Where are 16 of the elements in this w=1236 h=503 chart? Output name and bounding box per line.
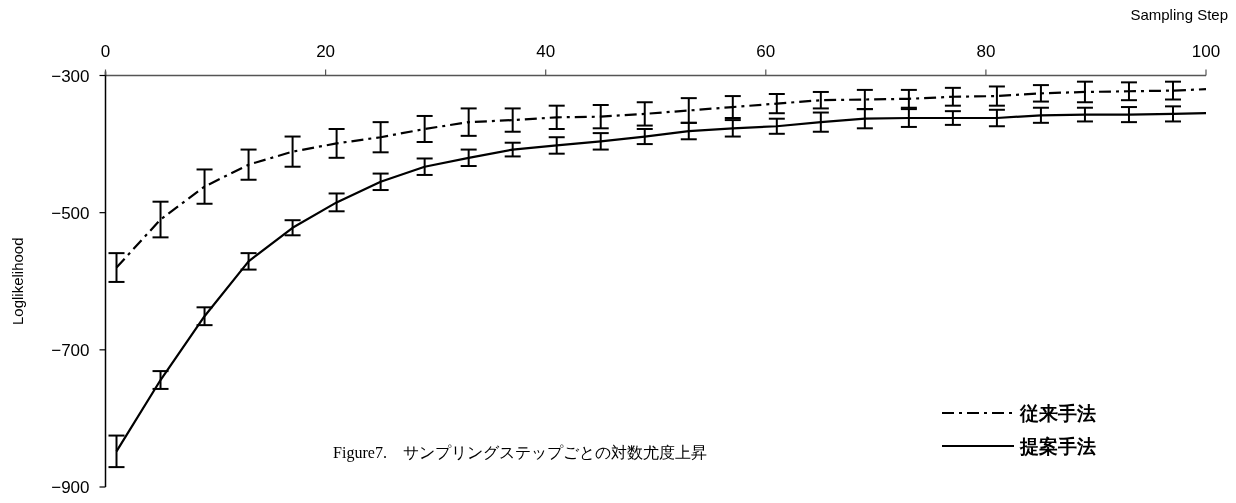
legend-label: 従来手法 [1019, 403, 1096, 424]
y-tick-label: −500 [51, 203, 90, 223]
x-tick-label: 20 [316, 41, 336, 61]
y-tick-label: −300 [51, 66, 90, 86]
y-tick-label: −900 [51, 478, 90, 497]
x-tick-label: 80 [976, 41, 996, 61]
y-tick-label: −700 [51, 340, 90, 360]
legend-label: 提案手法 [1019, 436, 1096, 457]
x-tick-label: 0 [100, 41, 111, 61]
line-series [115, 88, 1208, 269]
x-axis-title: Sampling Step [1130, 6, 1228, 23]
x-tick-label: 100 [1191, 41, 1221, 61]
y-axis-title: Loglikelihood [9, 237, 26, 326]
x-tick-label: 40 [536, 41, 556, 61]
x-tick-label: 60 [756, 41, 776, 61]
annotation: Figure7. サンプリングステップごとの対数尤度上昇 [333, 444, 707, 462]
